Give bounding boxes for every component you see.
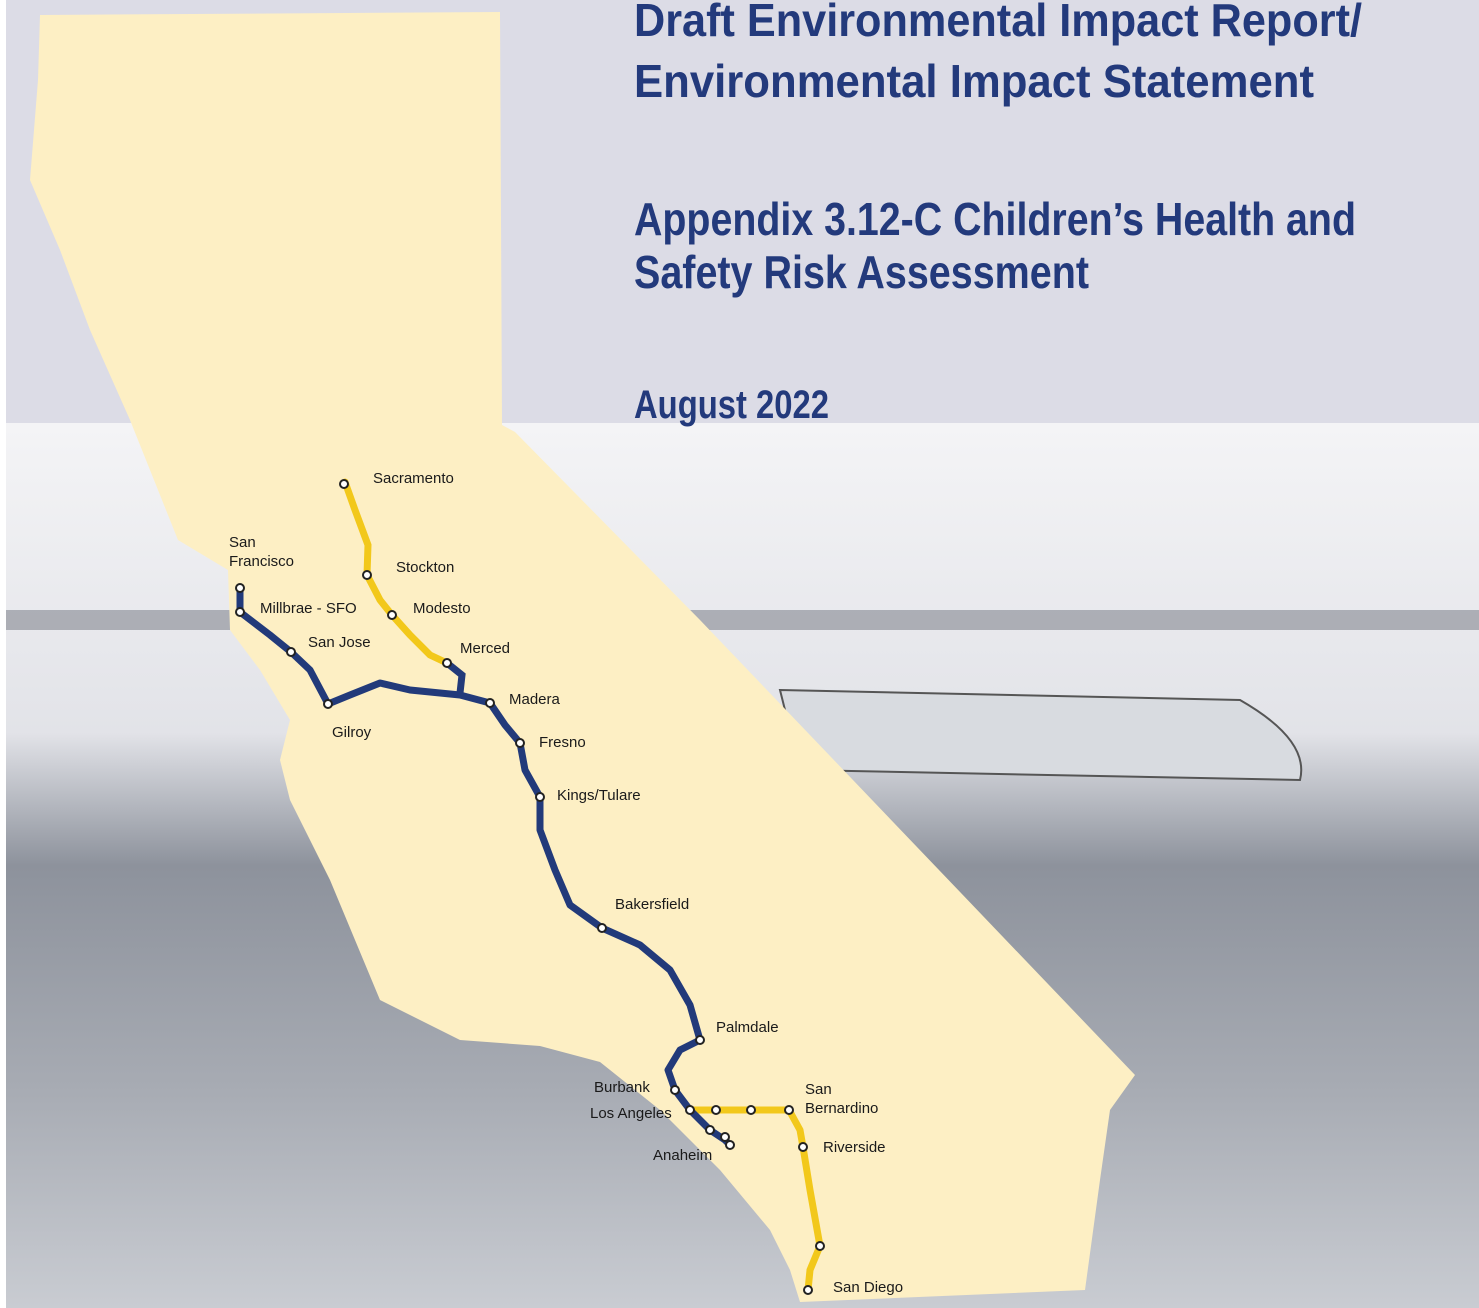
station-label: San [805, 1081, 832, 1098]
station-label: Kings/Tulare [557, 787, 641, 804]
station-label: Bernardino [805, 1100, 878, 1117]
station-label: Gilroy [332, 724, 372, 741]
station-label: Sacramento [373, 470, 454, 487]
station-label: Palmdale [716, 1019, 779, 1036]
title-line: Draft Environmental Impact Report/ [634, 0, 1362, 46]
station-label: Stockton [396, 559, 454, 576]
station-label: Los Angeles [590, 1105, 672, 1122]
station-label: Burbank [594, 1079, 650, 1096]
station-label: San Jose [308, 634, 371, 651]
station-label: San Diego [833, 1279, 903, 1296]
station-label: San [229, 534, 256, 551]
station-label: Madera [509, 691, 561, 708]
track [6, 610, 1479, 630]
station-label: Fresno [539, 734, 586, 751]
station-label: Francisco [229, 553, 294, 570]
station-label: Riverside [823, 1139, 886, 1156]
station-label: Merced [460, 640, 510, 657]
station-label: Anaheim [653, 1147, 712, 1164]
date: August 2022 [634, 383, 829, 427]
appendix-line: Safety Risk Assessment [634, 246, 1089, 298]
title-line: Environmental Impact Statement [634, 55, 1314, 107]
appendix-line: Appendix 3.12-C Children’s Health and [634, 193, 1356, 245]
station-label: Modesto [413, 600, 471, 617]
station-label: Bakersfield [615, 896, 689, 913]
train [780, 690, 1301, 780]
cover: Draft Environmental Impact Report/ Envir… [0, 0, 1479, 1308]
station-label: Millbrae - SFO [260, 600, 357, 617]
